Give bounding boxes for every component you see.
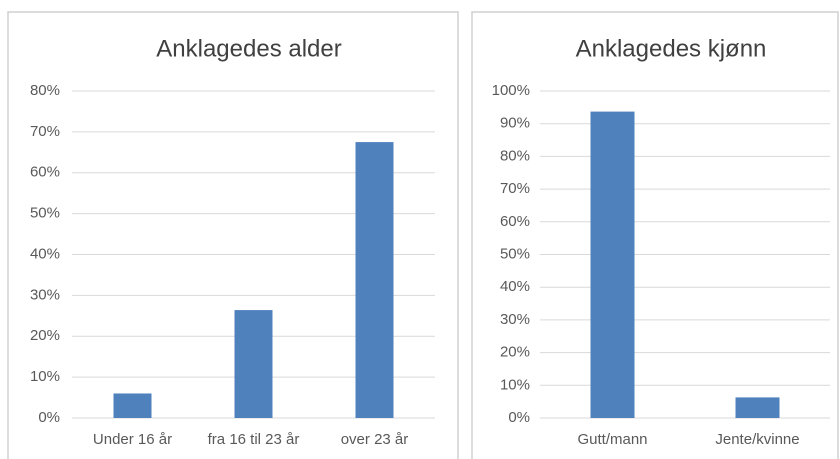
y-tick-label: 30% <box>500 311 530 328</box>
bar <box>735 397 780 418</box>
y-tick-label: 100% <box>492 82 530 99</box>
bar <box>234 310 273 418</box>
y-tick-label: 80% <box>30 82 60 99</box>
y-tick-label: 20% <box>30 327 60 344</box>
bar <box>590 111 635 418</box>
x-tick-label: over 23 år <box>341 431 409 448</box>
y-tick-label: 90% <box>500 115 530 132</box>
y-tick-label: 70% <box>500 180 530 197</box>
y-tick-label: 10% <box>500 376 530 393</box>
y-tick-label: 0% <box>38 409 60 426</box>
chart-panel <box>471 11 839 459</box>
y-tick-label: 40% <box>30 245 60 262</box>
y-tick-label: 70% <box>30 123 60 140</box>
y-tick-label: 0% <box>508 409 530 426</box>
chart-title: Anklagedes kjønn <box>576 35 767 62</box>
bar <box>113 393 152 418</box>
y-tick-label: 10% <box>30 368 60 385</box>
y-tick-label: 60% <box>500 213 530 230</box>
y-tick-label: 50% <box>500 245 530 262</box>
x-tick-label: Gutt/mann <box>577 431 647 448</box>
bar <box>355 142 394 418</box>
y-tick-label: 20% <box>500 344 530 361</box>
y-tick-label: 30% <box>30 286 60 303</box>
y-tick-label: 80% <box>500 147 530 164</box>
y-tick-label: 50% <box>30 205 60 222</box>
x-tick-label: Under 16 år <box>93 431 172 448</box>
x-tick-label: fra 16 til 23 år <box>208 431 300 448</box>
y-tick-label: 40% <box>500 278 530 295</box>
x-tick-label: Jente/kvinne <box>715 431 799 448</box>
y-tick-label: 60% <box>30 164 60 181</box>
chart-title: Anklagedes alder <box>156 35 341 62</box>
